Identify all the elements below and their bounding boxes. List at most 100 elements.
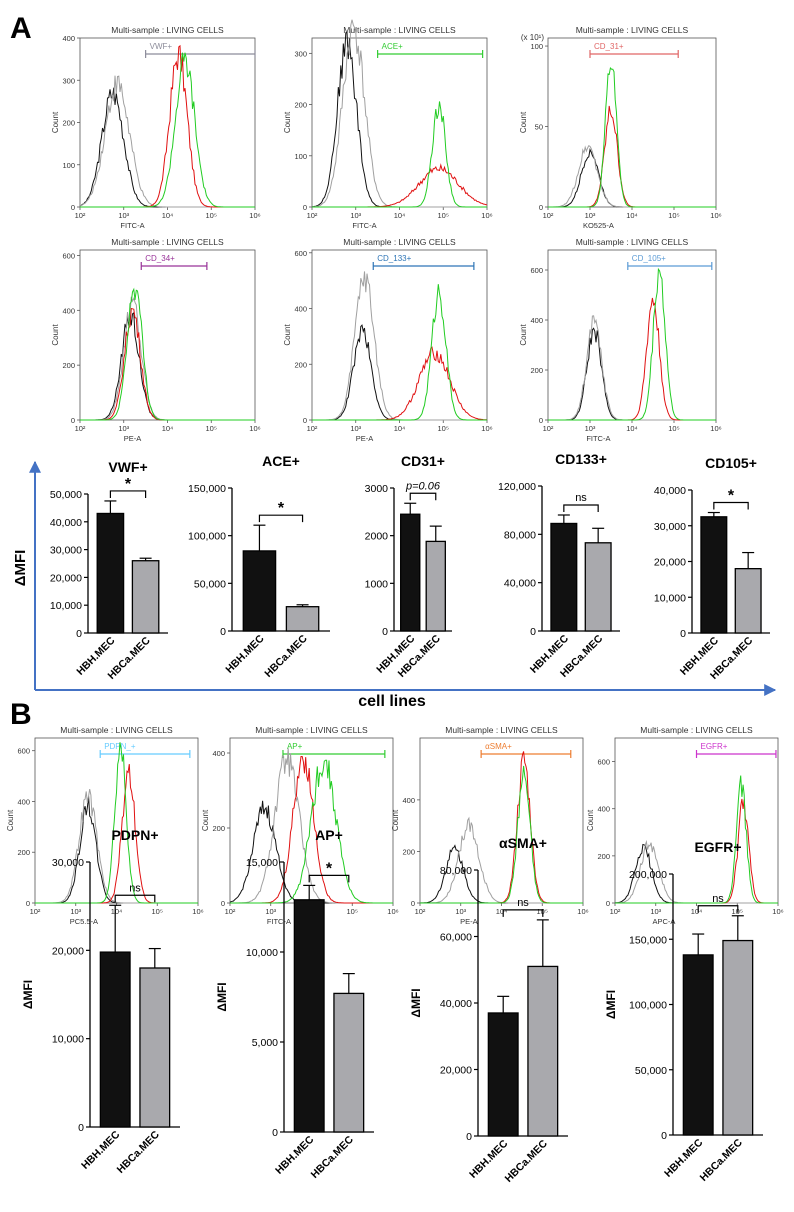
bar-chart-title: EGFR+ [694, 839, 741, 855]
flow-x-tick-label: 10⁶ [577, 907, 588, 916]
significance-bracket [502, 909, 544, 917]
flow-x-tick-label: 10⁴ [496, 907, 508, 916]
bar-y-tick-label: 10,000 [654, 592, 686, 604]
bar-y-tick-label: 5,000 [252, 1037, 278, 1049]
bar-chart-3: CD133+040,00080,000120,000HBH.MECHBCa.ME… [498, 451, 620, 680]
bar-hbh [242, 550, 277, 632]
flow-plot-frame [311, 249, 488, 421]
histogram-red [548, 297, 716, 421]
flow-x-tick-label: 10² [30, 907, 41, 916]
flow-y-tick-label: 300 [294, 49, 307, 58]
flow-y-tick-label: 400 [17, 797, 30, 806]
significance-bracket [563, 504, 599, 512]
bar-y-tick-label: 40,000 [504, 578, 536, 590]
bar-y-tick-label: 0 [78, 1122, 84, 1134]
flow-x-tick-label: 10⁶ [710, 211, 721, 220]
bar-y-tick-label: 50,000 [50, 489, 82, 501]
histogram-green [80, 287, 255, 421]
bar-y-tick-label: 15,000 [246, 857, 278, 869]
bar-hbh [487, 1012, 519, 1137]
bar-y-tick-label: 10,000 [52, 1034, 84, 1046]
bar-y-axis-label: ΔMFI [215, 982, 229, 1011]
gate-label: AP+ [287, 742, 303, 751]
flow-x-tick-label: 10⁶ [192, 907, 203, 916]
gate-label: ACE+ [382, 42, 403, 51]
bar-y-tick-label: 80,000 [440, 865, 472, 877]
flow-y-label: Count [51, 324, 60, 346]
flow-plot-frame [311, 37, 488, 208]
flow-x-tick-label: 10⁴ [691, 907, 703, 916]
flow-plot-title: Multi-sample : LIVING CELLS [111, 237, 224, 247]
panel-label-a: A [10, 12, 32, 45]
flow-y-tick-label: 0 [411, 899, 415, 908]
bar-category-label: HBH.MEC [223, 632, 266, 675]
cell-lines-axis-title: cell lines [358, 693, 426, 710]
bar-hbca [425, 540, 446, 632]
flow-x-tick-label: 10² [307, 211, 318, 220]
bar-y-tick-label: 150,000 [629, 934, 667, 946]
histogram-red [230, 756, 393, 904]
gate-label: CD_34+ [145, 254, 175, 263]
bar-y-tick-label: 40,000 [654, 485, 686, 497]
bar-hbh [293, 899, 325, 1133]
flow-x-tick-label: 10² [610, 907, 621, 916]
bar-y-tick-label: 50,000 [194, 578, 226, 590]
flow-x-tick-label: 10³ [118, 424, 129, 433]
flow-y-label: Count [283, 111, 292, 133]
bar-chart-0: VWF+010,00020,00030,00040,00050,000HBH.M… [50, 459, 168, 682]
flow-x-tick-label: 10⁴ [394, 211, 406, 220]
bar-hbca [139, 967, 171, 1128]
bar-category-label: HBCa.MEC [115, 1128, 163, 1176]
flow-y-tick-label: 600 [62, 251, 75, 260]
flow-x-label: KO525-A [583, 221, 614, 230]
bar-y-tick-label: 30,000 [50, 545, 82, 557]
bar-chart-1: ACE+ 0 50,000 100,000 150,000 HBH.MECHBCa.MEC… [188, 453, 330, 680]
flow-y-exponent: (x 10¹) [521, 33, 544, 42]
flow-x-tick-label: 10³ [350, 424, 361, 433]
histogram-black [80, 311, 255, 421]
flow-y-tick-label: 200 [62, 361, 75, 370]
bar-category-label: HBCa.MEC [309, 1133, 357, 1181]
flow-y-tick-label: 200 [597, 852, 610, 861]
histogram-green [230, 759, 393, 904]
flow-y-tick-label: 400 [402, 796, 415, 805]
bar-chart-7: αSMA+020,00040,00060,00080,000ΔMFIHBH.ME… [409, 835, 568, 1185]
flow-x-tick-label: 10⁵ [438, 424, 449, 433]
flow-plot-title: Multi-sample : LIVING CELLS [343, 25, 456, 35]
bar-y-tick-label: 60,000 [440, 932, 472, 944]
flow-y-tick-label: 0 [221, 899, 225, 908]
flow-y-tick-label: 200 [17, 848, 30, 857]
flow-plot-title: Multi-sample : LIVING CELLS [576, 25, 689, 35]
bar-chart-title: CD105+ [705, 455, 757, 471]
flow-y-label: Count [283, 324, 292, 346]
flow-x-tick-label: 10³ [650, 907, 661, 916]
significance-label: * [278, 500, 285, 517]
flow-y-tick-label: 100 [530, 42, 543, 51]
histogram-red [80, 307, 255, 421]
bar-y-tick-label: 10,000 [246, 947, 278, 959]
flow-x-tick-label: 10⁵ [668, 211, 679, 220]
bar-chart-title: CD31+ [401, 453, 445, 469]
flow-x-tick-label: 10⁴ [162, 424, 174, 433]
bar-y-axis-label: ΔMFI [604, 990, 618, 1019]
histogram-black [35, 796, 198, 904]
bar-chart-8: EGFR+050,000100,000150,000200,000ΔMFIHBH… [604, 839, 763, 1184]
flow-x-label: FITC-A [120, 221, 144, 230]
flow-y-tick-label: 200 [402, 847, 415, 856]
significance-label: ns [129, 882, 141, 894]
flow-x-label: FITC-A [352, 221, 376, 230]
histogram-black [548, 147, 716, 208]
significance-label: p=0.06 [405, 480, 441, 492]
panel-label-b: B [10, 698, 32, 731]
histogram-red [548, 105, 716, 208]
flow-y-tick-label: 100 [294, 152, 307, 161]
bar-y-tick-label: 50,000 [635, 1065, 667, 1077]
flow-y-tick-label: 0 [539, 416, 543, 425]
significance-bracket [713, 501, 749, 510]
flow-x-label: FITC-A [267, 917, 291, 926]
flow-y-label: Count [586, 809, 595, 831]
flow-x-tick-label: 10⁶ [249, 211, 260, 220]
flow-y-tick-label: 400 [62, 34, 75, 43]
gate-label: CD_31+ [594, 42, 624, 51]
